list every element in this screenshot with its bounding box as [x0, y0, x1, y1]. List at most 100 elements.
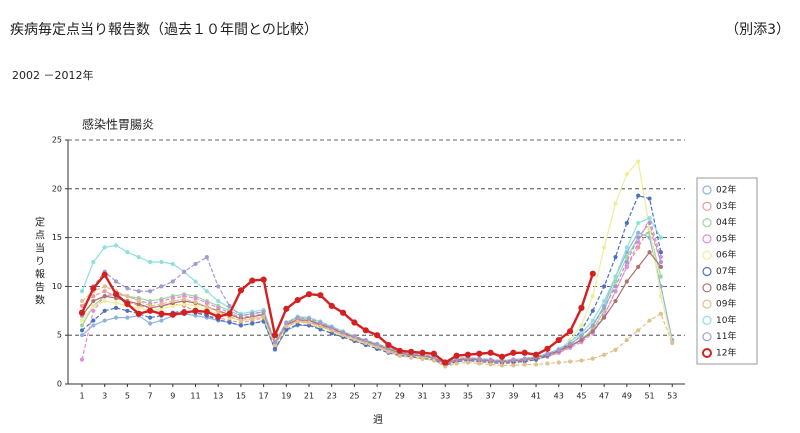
data-point	[182, 269, 187, 274]
x-tick-label: 41	[531, 392, 541, 401]
x-tick-label: 15	[236, 392, 246, 401]
data-point	[670, 340, 675, 346]
data-point	[306, 320, 312, 325]
data-point	[488, 357, 493, 362]
data-point	[590, 308, 595, 313]
data-point	[556, 347, 561, 352]
legend-label: 10年	[716, 314, 736, 326]
data-point	[78, 309, 86, 316]
data-point	[590, 294, 595, 299]
data-point	[579, 334, 584, 339]
data-point	[113, 279, 119, 284]
x-tick-label: 25	[349, 392, 359, 401]
data-point	[464, 351, 472, 358]
data-point	[306, 316, 312, 321]
legend-marker	[702, 250, 712, 260]
data-point	[624, 172, 629, 177]
data-point	[203, 308, 210, 315]
data-point	[249, 277, 256, 284]
data-point	[374, 332, 381, 339]
legend-marker	[702, 218, 712, 228]
data-point	[102, 298, 107, 304]
x-tick-label: 35	[463, 392, 473, 401]
data-point	[636, 193, 641, 198]
series-line	[80, 272, 594, 364]
data-point	[79, 303, 85, 309]
data-point	[318, 324, 323, 329]
data-point	[658, 250, 663, 255]
data-point	[499, 363, 505, 368]
data-point	[102, 318, 107, 323]
data-point	[636, 240, 641, 245]
data-point	[532, 351, 540, 358]
data-point	[340, 330, 346, 335]
data-point	[102, 245, 107, 250]
legend-marker	[702, 201, 712, 211]
data-point	[647, 250, 652, 255]
y-tick-label: 10	[52, 282, 62, 291]
data-point	[283, 305, 290, 312]
y-tick-label: 20	[52, 184, 62, 193]
data-point	[511, 357, 516, 362]
data-point	[238, 323, 244, 328]
data-point	[498, 353, 506, 360]
x-tick-label: 3	[102, 392, 107, 401]
data-point	[397, 353, 402, 358]
data-point	[613, 201, 618, 206]
data-point	[204, 300, 209, 306]
data-point	[590, 356, 595, 361]
data-point	[363, 337, 368, 343]
data-point	[102, 294, 107, 299]
data-point	[79, 323, 85, 328]
data-point	[624, 245, 629, 250]
data-point	[136, 298, 141, 304]
data-point	[90, 285, 97, 292]
data-point	[613, 279, 618, 284]
x-tick-label: 31	[417, 392, 427, 401]
attachment-label: （別添3）	[725, 22, 790, 38]
data-point	[624, 220, 629, 226]
data-point	[261, 309, 266, 314]
data-point	[329, 325, 334, 330]
data-point	[91, 308, 96, 313]
x-tick-label: 19	[281, 392, 291, 401]
x-tick-label: 39	[508, 392, 518, 401]
legend-marker	[702, 299, 712, 309]
data-point	[148, 259, 153, 265]
data-point	[113, 243, 119, 248]
data-point	[91, 298, 96, 304]
data-point	[454, 361, 459, 366]
legend-label: 08年	[716, 281, 736, 293]
data-point	[430, 350, 437, 357]
data-point	[226, 310, 233, 317]
x-tick-label: 23	[327, 392, 337, 401]
data-point	[590, 329, 595, 334]
legend-marker	[702, 332, 712, 342]
x-tick-label: 45	[576, 392, 586, 401]
data-point	[636, 220, 641, 226]
data-point	[602, 315, 607, 320]
page-title: 疾病毎定点当り報告数（過去１０年間との比較）	[10, 22, 318, 38]
data-point	[636, 235, 641, 240]
y-tick-label: 0	[57, 380, 62, 389]
data-point	[375, 341, 380, 347]
data-point	[148, 303, 153, 309]
x-tick-label: 33	[440, 392, 450, 401]
x-tick-label: 21	[304, 392, 314, 401]
data-point	[237, 287, 245, 294]
data-point	[613, 274, 618, 279]
data-point	[658, 235, 663, 240]
data-point	[431, 358, 436, 363]
legend-label: 04年	[716, 216, 736, 228]
data-point	[602, 245, 607, 250]
y-tick-label: 5	[57, 331, 62, 340]
data-point	[79, 328, 85, 333]
data-point	[91, 323, 96, 328]
data-point	[317, 292, 324, 299]
data-point	[136, 305, 141, 310]
y-tick-label: 15	[52, 233, 62, 242]
data-point	[91, 294, 96, 299]
data-point	[442, 359, 449, 366]
data-point	[148, 315, 153, 320]
